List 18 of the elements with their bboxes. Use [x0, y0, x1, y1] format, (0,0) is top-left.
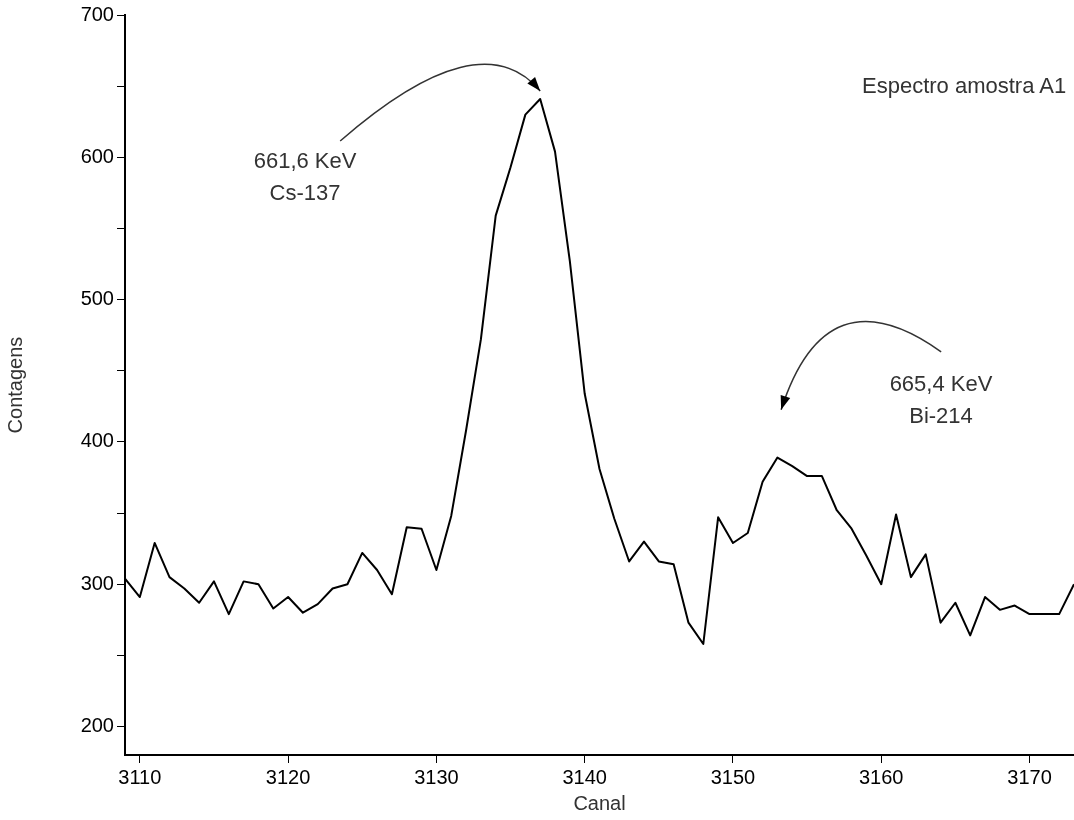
y-tick-label: 300: [80, 571, 114, 594]
y-tick-label: 200: [80, 714, 114, 737]
x-tick-label: 3150: [710, 765, 756, 788]
annotation: Espectro amostra A1: [862, 72, 1067, 100]
x-tick-label: 3170: [1007, 765, 1052, 788]
annotation: 661,6 KeV Cs-137: [253, 146, 357, 207]
x-axis-title: Canal: [573, 791, 626, 814]
y-tick-label: 400: [80, 429, 114, 452]
annotation: 665,4 KeV Bi-214: [889, 369, 993, 430]
x-tick-label: 3140: [562, 765, 607, 788]
x-tick-label: 3110: [118, 765, 162, 788]
x-tick-label: 3120: [265, 765, 311, 788]
y-tick-label: 700: [80, 2, 114, 25]
x-tick-label: 3130: [414, 765, 459, 788]
y-axis-title: Contagens: [3, 336, 26, 434]
y-tick-label: 500: [80, 287, 114, 310]
y-tick-label: 600: [80, 144, 114, 167]
x-tick-label: 3160: [858, 765, 904, 788]
